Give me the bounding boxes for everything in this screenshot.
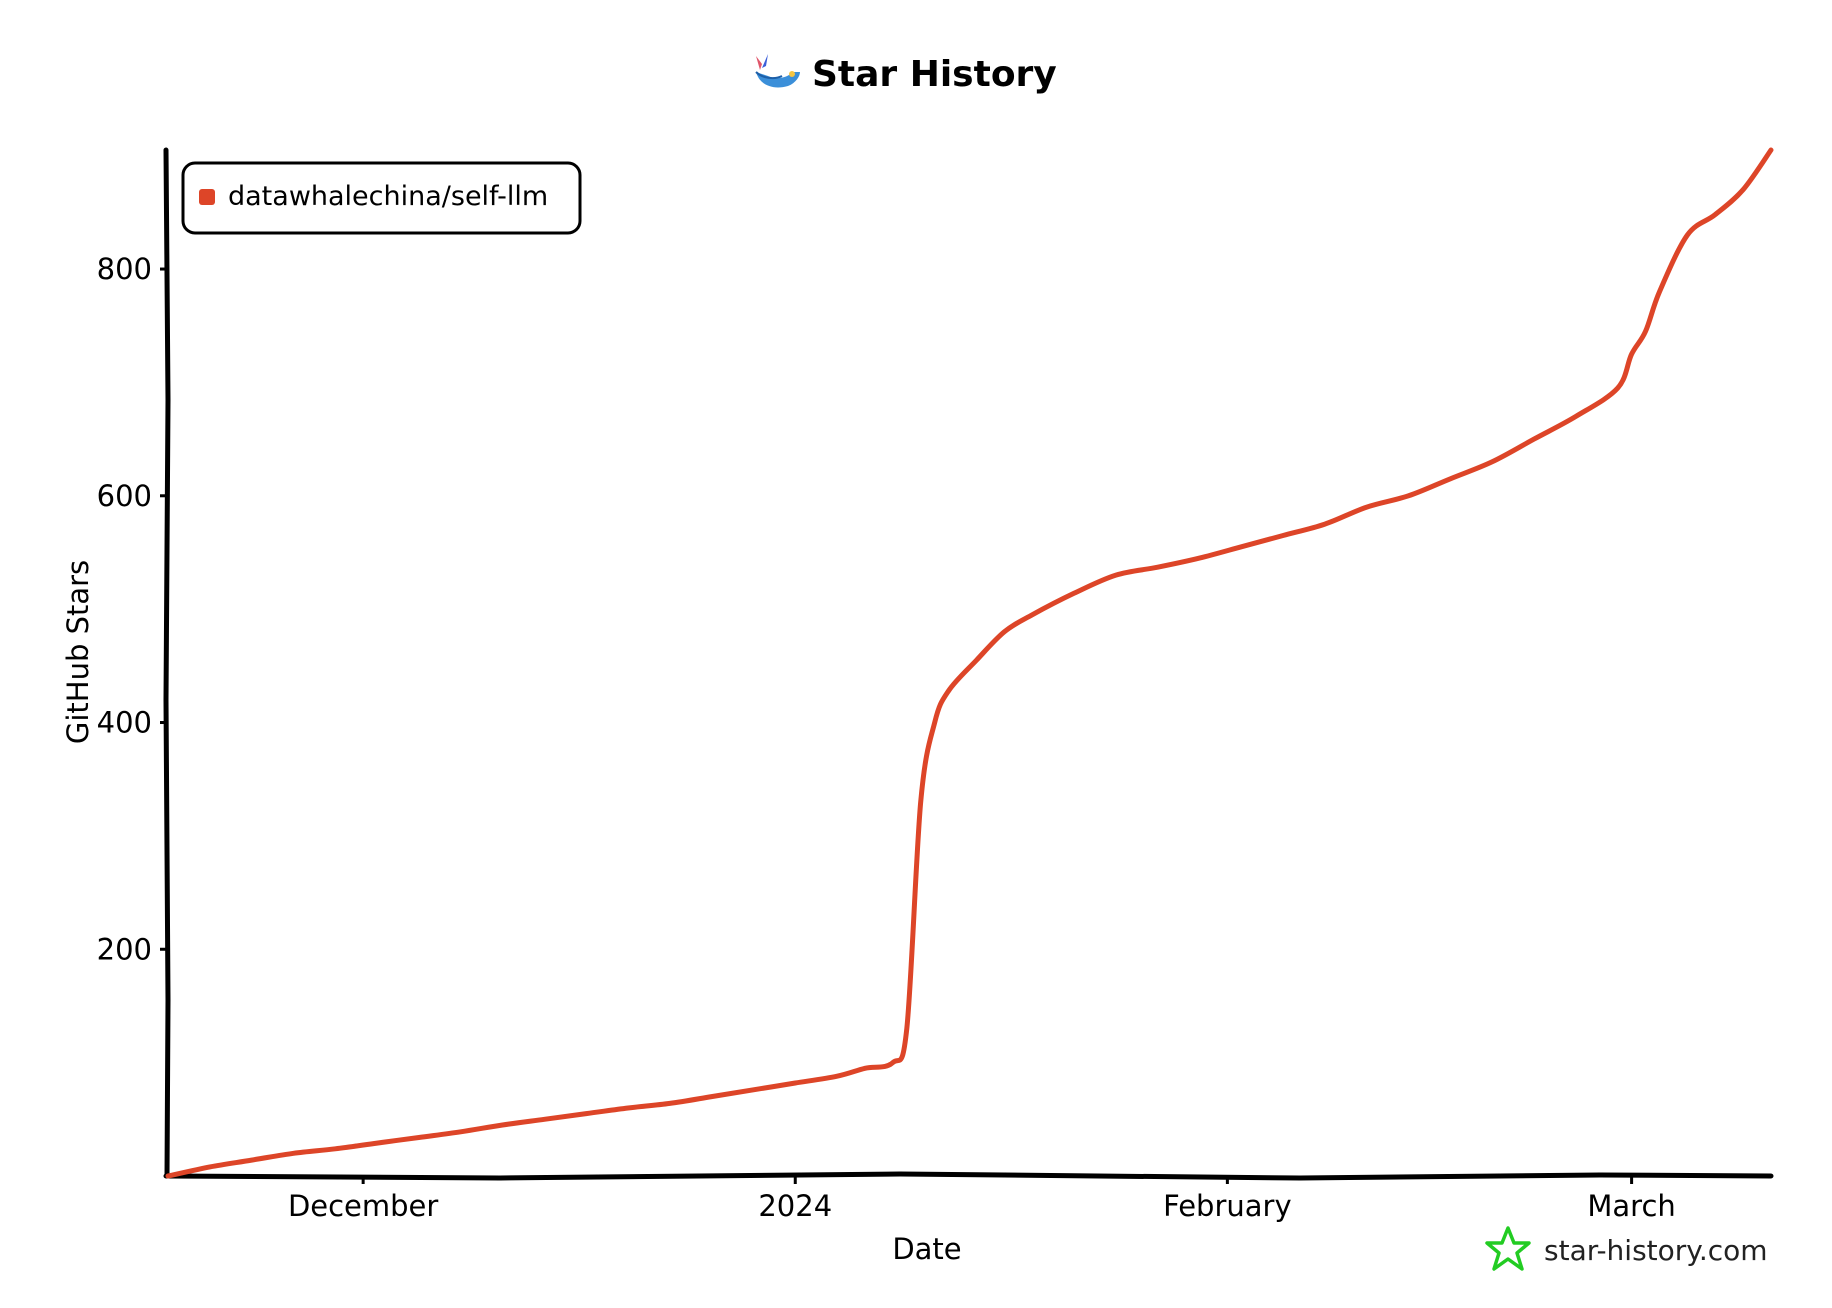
watermark[interactable]: star-history.com [1485,1226,1768,1271]
x-ticks: December 2024 February March [288,1176,1676,1223]
x-tick-label: December [288,1189,438,1223]
legend-label: datawhalechina/self-llm [228,181,548,212]
x-axis-line [163,1171,1774,1181]
y-tick-label: 200 [97,932,152,966]
y-tick-label: 400 [97,706,152,740]
x-tick-label: February [1163,1189,1292,1223]
whale-logo-icon [755,54,800,88]
y-axis-label: GitHub Stars [61,560,95,744]
series-line[interactable] [165,147,1774,1179]
legend: datawhalechina/self-llm [181,161,582,235]
y-ticks: 200 400 600 800 [97,252,168,966]
y-tick-label: 600 [97,479,152,513]
x-axis-label: Date [892,1232,961,1266]
series-layer [165,147,1774,1179]
star-icon [1485,1226,1531,1271]
legend-swatch [199,189,215,205]
legend-box [181,161,582,235]
y-tick-label: 800 [97,252,152,286]
y-axis-line [163,147,171,1179]
chart-title: Star History [812,54,1057,95]
x-tick-label: March [1587,1189,1675,1223]
chart-title-group: Star History [755,54,1057,95]
watermark-text: star-history.com [1544,1234,1768,1267]
x-tick-label: 2024 [758,1189,832,1223]
axes: 200 400 600 800 December 2024 February March D… [61,147,1774,1266]
